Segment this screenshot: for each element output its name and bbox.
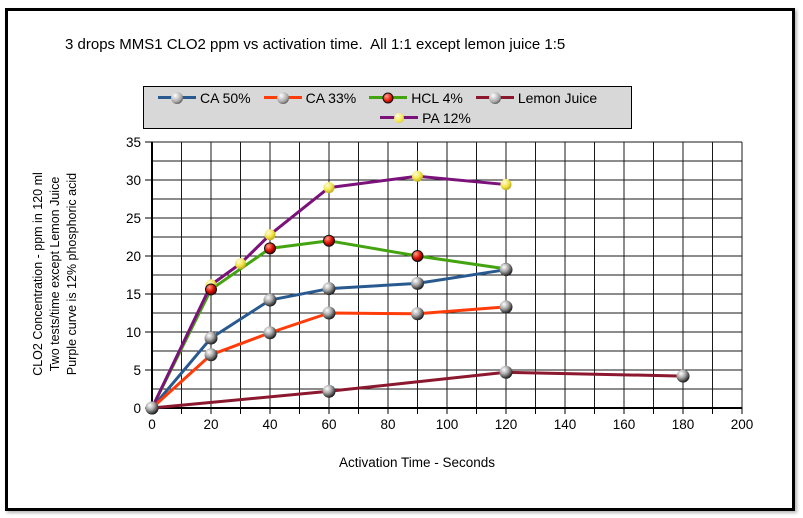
marker-ca-50 — [322, 282, 336, 296]
legend-symbol-ca-33 — [263, 91, 302, 105]
marker-pa-12 — [235, 258, 246, 270]
marker-pa-12 — [412, 170, 423, 182]
marker-ca-50 — [204, 331, 218, 345]
gray-sphere-icon — [488, 91, 501, 104]
legend-row-1: CA 50% CA 33% HCL 4% Lemon Juice — [144, 88, 631, 108]
y-tick-label: 0 — [133, 401, 141, 416]
y-tick-label: 35 — [126, 135, 141, 150]
y-tick-label: 5 — [133, 363, 141, 378]
x-tick-label: 200 — [731, 417, 754, 432]
legend-item-pa-12: PA 12% — [380, 111, 471, 125]
marker-hcl-4 — [411, 250, 424, 262]
gray-sphere-icon — [276, 91, 289, 104]
x-tick-label: 160 — [613, 417, 636, 432]
gray-sphere-icon — [171, 91, 183, 104]
marker-hcl-4 — [323, 234, 335, 247]
x-tick-label: 180 — [672, 417, 695, 432]
chart-title: 3 drops MMS1 CLO2 ppm vs activation time… — [65, 36, 566, 53]
legend-symbol-lemon-juice — [475, 91, 514, 105]
marker-ca-33 — [411, 307, 424, 321]
marker-ca-50 — [263, 293, 277, 307]
marker-lemon-juice — [676, 369, 690, 383]
x-tick-label: 80 — [380, 417, 395, 432]
marker-hcl-4 — [205, 283, 217, 296]
marker-pa-12 — [264, 229, 276, 241]
legend-label-ca-33: CA 33% — [305, 89, 357, 106]
x-tick-label: 40 — [262, 417, 277, 432]
marker-ca-50 — [145, 401, 159, 415]
marker-ca-50 — [499, 263, 513, 277]
legend-row-2: PA 12% — [182, 108, 669, 128]
legend-item-ca-50: CA 50% — [158, 91, 251, 105]
marker-ca-33 — [204, 348, 218, 362]
marker-lemon-juice — [499, 365, 513, 379]
series-line-ca-33 — [150, 305, 508, 410]
x-axis-title: Activation Time - Seconds — [338, 455, 496, 470]
yellow-dot-icon — [394, 112, 405, 123]
marker-ca-33 — [263, 326, 277, 340]
marker-pa-12 — [500, 179, 512, 191]
y-tick-label: 25 — [126, 211, 141, 226]
legend-label-ca-50: CA 50% — [200, 89, 251, 106]
legend-label-lemon-juice: Lemon Juice — [517, 89, 598, 106]
marker-lemon-juice — [322, 384, 336, 398]
legend-item-lemon-juice: Lemon Juice — [475, 89, 598, 106]
marker-ca-50 — [411, 276, 424, 290]
chart-legend: CA 50% CA 33% HCL 4% Lemon Juice PA 12% — [143, 86, 632, 129]
legend-symbol-hcl-4 — [369, 91, 408, 105]
marker-ca-33 — [499, 300, 513, 314]
series-line-lemon-juice — [150, 370, 685, 410]
legend-symbol-ca-50 — [158, 91, 196, 105]
x-tick-label: 120 — [495, 417, 518, 432]
legend-label-pa-12: PA 12% — [422, 109, 471, 126]
red-dot-icon — [382, 92, 394, 103]
legend-item-hcl-4: HCL 4% — [369, 91, 463, 105]
y-tick-label: 10 — [126, 325, 141, 340]
legend-symbol-pa-12 — [380, 111, 419, 125]
legend-label-hcl-4: HCL 4% — [411, 89, 463, 106]
series-line-ca-50 — [150, 268, 508, 410]
x-tick-label: 100 — [436, 417, 459, 432]
x-tick-label: 0 — [148, 417, 156, 432]
y-tick-label: 30 — [126, 173, 141, 188]
legend-item-ca-33: CA 33% — [263, 89, 357, 106]
marker-ca-33 — [322, 306, 336, 320]
y-tick-label: 15 — [126, 287, 141, 302]
y-tick-label: 20 — [126, 249, 141, 264]
marker-pa-12 — [323, 182, 335, 194]
marker-hcl-4 — [264, 242, 276, 255]
x-tick-label: 140 — [554, 417, 577, 432]
x-tick-label: 60 — [321, 417, 336, 432]
series-line-hcl-4 — [150, 239, 508, 410]
x-tick-label: 20 — [203, 417, 218, 432]
